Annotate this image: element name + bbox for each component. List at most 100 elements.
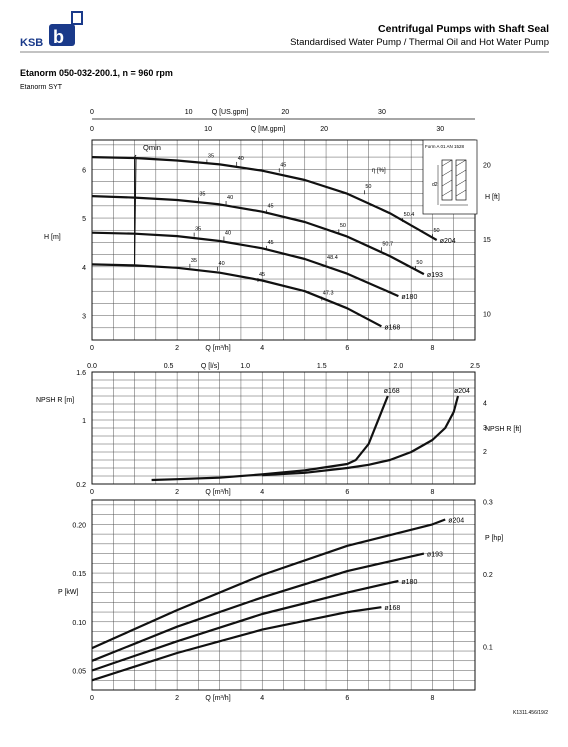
head-top-im-tick: 10 — [204, 126, 212, 133]
npsh-curve — [262, 395, 460, 477]
head-ylabel-right: H [ft] — [485, 194, 500, 201]
npsh-ytick-label: 1.6 — [76, 370, 86, 377]
npsh-curve — [151, 395, 389, 482]
efficiency-label: 50 — [416, 260, 422, 266]
npsh-ytick-right-label: 3 — [483, 425, 487, 432]
head-top-us-tick: 30 — [378, 109, 386, 116]
efficiency-label: 40 — [219, 261, 225, 267]
head-top-im-label: Q [IM.gpm] — [251, 126, 286, 133]
head-ytick-right-label: 20 — [483, 163, 491, 170]
npsh-series-label: ø168 — [384, 388, 400, 395]
power-series-label: ø193 — [427, 552, 443, 559]
power-ylabel-right: P [hp] — [485, 535, 503, 542]
npsh-top-tick: 2.0 — [394, 363, 404, 370]
npsh-top-tick: 1.5 — [317, 363, 327, 370]
efficiency-label: 45 — [267, 204, 273, 210]
datasheet-title: Centrifugal Pumps with Shaft Seal — [378, 23, 549, 35]
efficiency-label: 48.4 — [327, 255, 338, 261]
efficiency-label: 35 — [199, 192, 205, 198]
power-xlabel: Q [m³/h] — [205, 695, 230, 702]
npsh-ytick-right-label: 4 — [483, 400, 487, 407]
head-series-label: ø180 — [401, 294, 417, 301]
power-curve — [91, 518, 446, 650]
head-ylabel: H [m] — [44, 234, 61, 241]
head-top-im-tick: 30 — [436, 126, 444, 133]
power-series-label: ø168 — [384, 605, 400, 612]
power-frame — [91, 499, 476, 691]
head-series-label: ø168 — [384, 324, 400, 331]
head-xtick-label: 2 — [175, 345, 179, 352]
power-xtick-label: 4 — [260, 695, 264, 702]
npsh-top-tick: 0.0 — [87, 363, 97, 370]
head-top-us-tick: 20 — [281, 109, 289, 116]
inset-label: Form A 01 AN 1528 — [425, 144, 465, 149]
npsh-top-tick: 2.5 — [470, 363, 480, 370]
power-xtick-label: 6 — [345, 695, 349, 702]
power-series-label: ø180 — [401, 579, 417, 586]
head-top-us-label: Q [US.gpm] — [212, 109, 249, 116]
qmin-leader — [134, 157, 137, 265]
brand-label: KSB — [20, 37, 43, 49]
power-ytick-right-label: 0.2 — [483, 572, 493, 579]
head-frame — [91, 139, 476, 341]
head-series-label: ø193 — [427, 272, 443, 279]
head-top-im-tick: 0 — [90, 126, 94, 133]
head-curve — [91, 263, 382, 328]
efficiency-label: 50.4 — [404, 212, 415, 218]
efficiency-label: 45 — [267, 240, 273, 246]
efficiency-label: 50.7 — [382, 241, 393, 247]
efficiency-label: 47.3 — [323, 291, 334, 297]
npsh-xtick-label: 6 — [345, 489, 349, 496]
head-top-us-tick: 10 — [185, 109, 193, 116]
head-curve — [91, 231, 399, 298]
npsh-xtick-label: 0 — [90, 489, 94, 496]
power-xtick-label: 2 — [175, 695, 179, 702]
npsh-frame — [91, 371, 476, 485]
inset-dim-label: d2 — [432, 182, 438, 188]
head-ytick-label: 5 — [82, 216, 86, 223]
efficiency-label: 40 — [238, 156, 244, 162]
power-ytick-label: 0.20 — [72, 522, 86, 529]
npsh-top-tick: 1.0 — [240, 363, 250, 370]
brand-mark-notch-icon — [71, 11, 83, 25]
head-ytick-label: 3 — [82, 314, 86, 321]
npsh-series-label: ø204 — [454, 388, 470, 395]
qmin-label: Qmin — [143, 143, 161, 152]
npsh-ylabel-right: NPSH R [ft] — [485, 426, 521, 433]
power-ytick-right-label: 0.1 — [483, 645, 493, 652]
head-xlabel: Q [m³/h] — [205, 345, 230, 352]
head-top-im-tick: 20 — [320, 126, 328, 133]
power-curve — [91, 579, 399, 672]
power-xtick-label: 0 — [90, 695, 94, 702]
head-series-label: ø204 — [440, 238, 456, 245]
efficiency-label: 40 — [227, 195, 233, 201]
head-xtick-label: 4 — [260, 345, 264, 352]
power-ytick-label: 0.10 — [72, 620, 86, 627]
head-ytick-label: 4 — [82, 265, 86, 272]
head-curve — [91, 195, 425, 276]
head-curve — [91, 156, 438, 241]
head-chart: 0 2 4 6 8 Q [m³/h] 0 10 20 30 Q [US.gpm] 0 10 20 30 Q [… — [44, 109, 500, 352]
efficiency-label: 50 — [433, 228, 439, 234]
npsh-chart: 0 2 4 6 8 Q [m³/h] 0.0 0.5 1.0 1.5 2.0 2.5 Q [l/s] 0.… — [36, 363, 521, 496]
inset-sketch: Form A 01 AN 1528 d2 — [422, 139, 478, 215]
npsh-ylabel: NPSH R [m] — [36, 397, 74, 404]
power-ylabel: P [kW] — [58, 589, 79, 596]
datasheet-subtitle: Standardised Water Pump / Thermal Oil an… — [290, 37, 549, 48]
power-ytick-label: 0.05 — [72, 669, 86, 676]
power-ytick-right-label: 0.3 — [483, 499, 493, 506]
power-ytick-label: 0.15 — [72, 571, 86, 578]
npsh-ytick-label: 0.2 — [76, 482, 86, 489]
npsh-xtick-label: 8 — [430, 489, 434, 496]
npsh-top-label: Q [l/s] — [201, 363, 219, 370]
npsh-xtick-label: 2 — [175, 489, 179, 496]
efficiency-label: 35 — [195, 227, 201, 233]
head-xtick-label: 0 — [90, 345, 94, 352]
head-ytick-label: 6 — [82, 167, 86, 174]
power-chart: 0 2 4 6 8 Q [m³/h] 0.05 0.10 0.15 0.20 P [kW] 0.1 0.… — [58, 499, 503, 702]
head-xtick-label: 6 — [345, 345, 349, 352]
npsh-ytick-right-label: 2 — [483, 449, 487, 456]
pump-series: Etanorm SYT — [20, 84, 63, 91]
npsh-xlabel: Q [m³/h] — [205, 489, 230, 496]
